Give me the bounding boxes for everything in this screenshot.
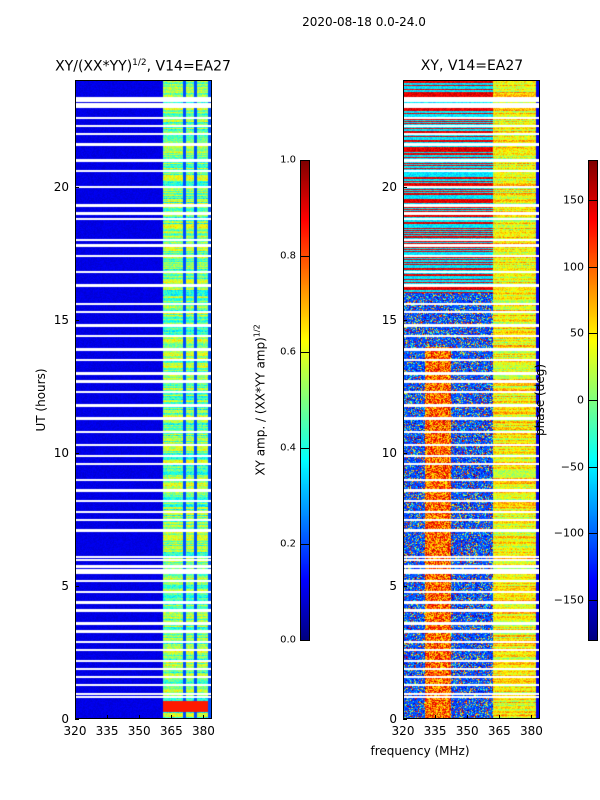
colorbar-tick-mark xyxy=(588,266,597,268)
right-plot-title: XY, V14=EA27 xyxy=(420,58,524,74)
colorbar-tick-mark xyxy=(300,160,309,161)
y-tick-label: 15 xyxy=(53,312,69,327)
left-ylabel: UT (hours) xyxy=(34,368,48,432)
y-tick-mark xyxy=(75,186,79,188)
y-tick-mark xyxy=(75,719,79,720)
colorbar-tick-mark xyxy=(588,600,597,601)
colorbar-tick-mark xyxy=(300,448,309,449)
y-tick-label: 20 xyxy=(53,179,69,194)
x-tick-label: 335 xyxy=(423,724,447,738)
x-tick-label: 335 xyxy=(95,724,119,738)
left-title-text: XY/(XX*YY) xyxy=(55,58,133,75)
colorbar-tick-label: 150 xyxy=(563,193,584,207)
colorbar-tick-label: −100 xyxy=(553,526,584,540)
x-tick-mark xyxy=(107,715,109,719)
y-tick-label: 20 xyxy=(381,179,397,194)
colorbar-tick-label: 100 xyxy=(563,260,584,274)
amp-colorbar-label-sup: 1/2 xyxy=(252,324,262,338)
left-plot-title: XY/(XX*YY)1/2, V14=EA27 xyxy=(55,58,231,75)
colorbar-tick-mark xyxy=(588,466,597,468)
colorbar-tick-label: 0.2 xyxy=(280,538,296,550)
x-tick-mark xyxy=(499,715,501,719)
colorbar-tick-label: 0.8 xyxy=(280,250,296,262)
x-tick-mark xyxy=(139,715,141,719)
y-tick-mark xyxy=(403,452,407,454)
amp-colorbar-frame xyxy=(300,160,310,641)
left-title-sup: 1/2 xyxy=(132,58,147,68)
y-tick-mark xyxy=(75,452,79,454)
x-tick-mark xyxy=(75,715,76,719)
colorbar-tick-label: 0.4 xyxy=(280,442,296,454)
y-tick-label: 10 xyxy=(53,445,69,460)
colorbar-tick-mark xyxy=(588,200,597,201)
y-tick-mark xyxy=(403,585,407,587)
colorbar-tick-label: −150 xyxy=(553,593,584,607)
y-tick-mark xyxy=(403,719,407,720)
x-tick-label: 380 xyxy=(191,724,215,738)
right-plot-frame xyxy=(403,80,540,719)
suptitle: 2020-08-18 0.0-24.0 xyxy=(302,15,426,29)
colorbar-tick-mark xyxy=(588,333,597,335)
colorbar-tick-mark xyxy=(300,352,309,353)
left-heatmap xyxy=(75,80,212,719)
x-tick-label: 320 xyxy=(63,724,87,738)
x-axis-label: frequency (MHz) xyxy=(370,744,470,758)
left-title-suffix: , V14=EA27 xyxy=(146,58,231,75)
amp-colorbar xyxy=(300,160,309,640)
x-tick-label: 365 xyxy=(159,724,183,738)
colorbar-tick-mark xyxy=(588,400,597,401)
y-tick-mark xyxy=(75,319,79,321)
colorbar-tick-mark xyxy=(300,544,309,545)
y-tick-label: 5 xyxy=(389,578,397,593)
x-tick-label: 350 xyxy=(455,724,479,738)
x-tick-label: 380 xyxy=(519,724,543,738)
x-tick-mark xyxy=(467,715,469,719)
colorbar-tick-label: 0 xyxy=(577,393,584,407)
x-tick-mark xyxy=(171,715,173,719)
y-tick-mark xyxy=(75,585,79,587)
amp-colorbar-label: XY amp. / (XX*YY amp)1/2 xyxy=(253,324,268,475)
y-tick-mark xyxy=(403,319,407,321)
x-tick-mark xyxy=(531,715,533,719)
colorbar-tick-mark xyxy=(300,640,309,641)
x-tick-label: 320 xyxy=(391,724,415,738)
x-tick-mark xyxy=(203,715,205,719)
y-tick-label: 10 xyxy=(381,445,397,460)
x-tick-mark xyxy=(403,715,404,719)
x-tick-label: 350 xyxy=(127,724,151,738)
phase-colorbar-label: phase (deg) xyxy=(533,363,547,437)
colorbar-tick-label: 1.0 xyxy=(280,154,296,166)
y-tick-label: 0 xyxy=(389,712,397,726)
right-heatmap xyxy=(403,80,540,719)
colorbar-tick-label: −50 xyxy=(560,460,584,474)
x-tick-label: 365 xyxy=(487,724,511,738)
y-tick-mark xyxy=(403,186,407,188)
colorbar-tick-label: 0.6 xyxy=(280,346,296,358)
colorbar-tick-label: 50 xyxy=(570,326,584,340)
y-tick-label: 0 xyxy=(61,712,69,726)
colorbar-tick-label: 0.0 xyxy=(280,634,296,646)
y-tick-label: 5 xyxy=(61,578,69,593)
left-plot-frame xyxy=(75,80,212,719)
y-tick-label: 15 xyxy=(381,312,397,327)
colorbar-tick-mark xyxy=(588,533,597,535)
amp-colorbar-label-text: XY amp. / (XX*YY amp) xyxy=(253,337,268,476)
x-tick-mark xyxy=(435,715,437,719)
colorbar-tick-mark xyxy=(300,256,309,257)
